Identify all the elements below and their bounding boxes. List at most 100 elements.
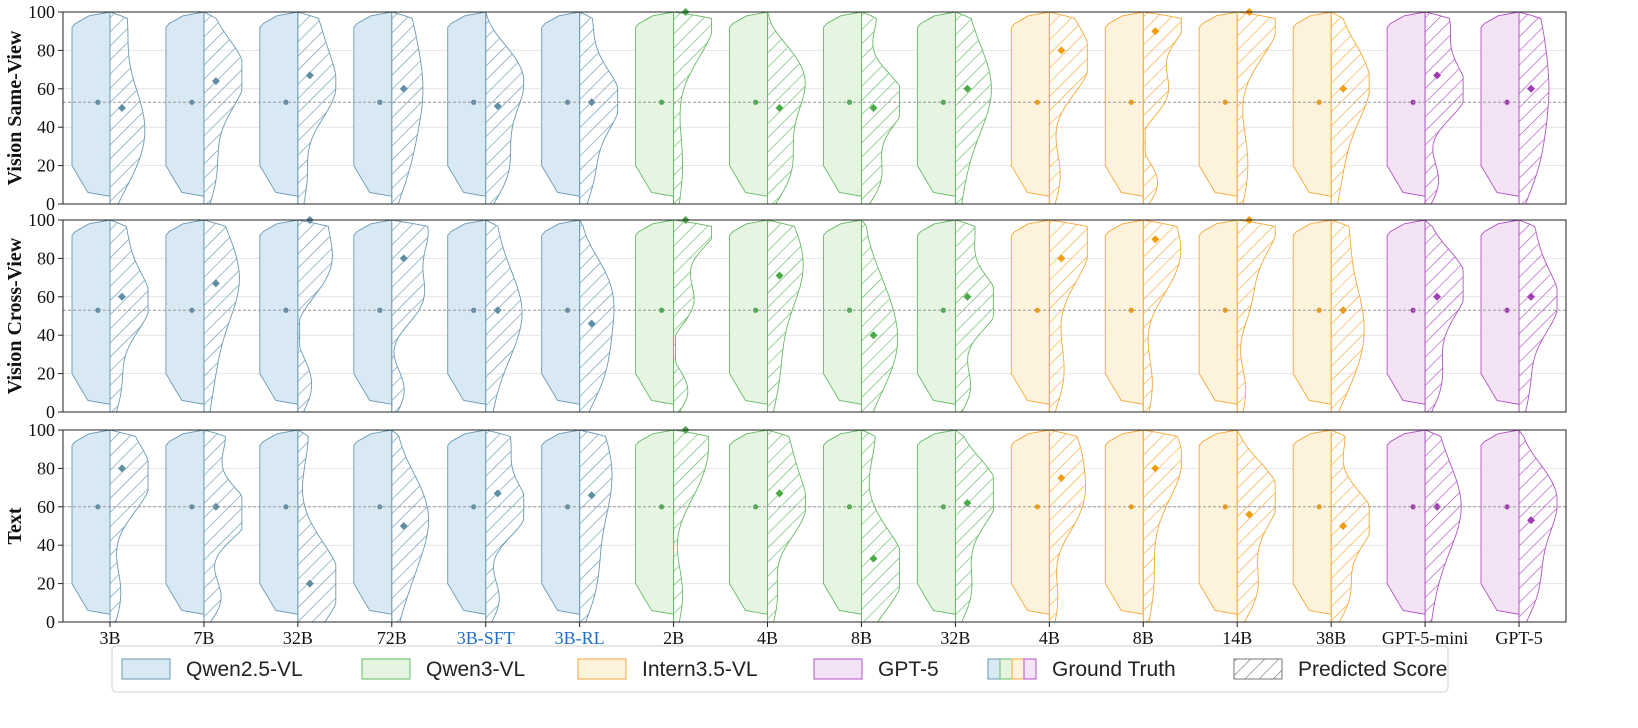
violin-9 — [823, 219, 899, 413]
predicted-violin — [1048, 11, 1088, 205]
y-tick-label: 0 — [46, 612, 55, 632]
y-tick-label: 40 — [37, 325, 55, 345]
predicted-violin — [861, 11, 900, 205]
ground-truth-mean-dot — [1504, 504, 1510, 510]
predicted-mean-marker — [1151, 27, 1160, 36]
x-tick-label: 32B — [283, 628, 313, 648]
predicted-violin — [1142, 219, 1182, 413]
violin-2 — [165, 219, 240, 413]
violin-5 — [447, 429, 525, 623]
ground-truth-violin — [1386, 219, 1426, 413]
y-axis-title: Vision Cross-View — [4, 237, 26, 394]
violin-15 — [1386, 11, 1464, 205]
x-tick-label: 4B — [1039, 628, 1060, 648]
violin-12 — [1104, 219, 1182, 413]
y-tick-label: 80 — [37, 40, 55, 60]
legend: Qwen2.5-VL Qwen3-VL Intern3.5-VL GPT-5 Groun… — [111, 645, 1449, 693]
y-tick-label: 100 — [28, 2, 55, 22]
violin-10 — [916, 11, 992, 205]
predicted-mean-marker — [587, 491, 596, 500]
violin-6 — [541, 11, 619, 205]
predicted-violin — [297, 219, 333, 413]
violin-13 — [1198, 8, 1276, 205]
predicted-violin — [297, 429, 337, 623]
y-tick-label: 40 — [37, 117, 55, 137]
predicted-mean-marker — [775, 489, 784, 498]
panel-frame — [62, 219, 1567, 413]
predicted-violin — [297, 11, 337, 205]
predicted-mean-marker — [1339, 84, 1348, 93]
violin-10 — [916, 429, 994, 623]
predicted-mean-marker — [117, 464, 126, 473]
ground-truth-violin — [165, 429, 205, 623]
violin-1 — [71, 219, 149, 413]
predicted-mean-marker — [1339, 522, 1348, 530]
ground-truth-violin — [259, 219, 299, 413]
legend-swatch — [1011, 658, 1025, 680]
ground-truth-violin — [1480, 11, 1520, 205]
predicted-mean-marker — [305, 579, 314, 588]
predicted-violin — [954, 11, 992, 205]
panel-3: 0 20 40 60 80 100 Text — [4, 420, 1567, 632]
y-axis-title: Text — [4, 507, 26, 544]
violin-15 — [1386, 219, 1464, 413]
legend-item: GPT-5 — [813, 658, 939, 681]
predicted-violin — [861, 429, 900, 623]
predicted-violin — [1424, 11, 1464, 205]
violin-12 — [1104, 429, 1182, 623]
violin-10 — [916, 219, 994, 413]
violin-12 — [1104, 11, 1182, 205]
violin-16 — [1480, 219, 1558, 413]
violin-7 — [635, 8, 713, 205]
predicted-violin — [1518, 219, 1558, 413]
predicted-mean-marker — [869, 554, 878, 563]
ground-truth-violin — [165, 11, 205, 205]
legend-label: GPT-5 — [878, 658, 939, 681]
y-tick-label: 60 — [37, 287, 55, 307]
violin-4 — [353, 429, 430, 623]
legend-item: Qwen3-VL — [361, 658, 525, 681]
predicted-violin — [1142, 429, 1182, 623]
predicted-violin — [767, 429, 806, 623]
predicted-violin — [203, 11, 243, 205]
predicted-mean-marker — [1527, 292, 1536, 301]
ground-truth-violin — [447, 11, 487, 205]
predicted-mean-marker — [869, 104, 878, 112]
ground-truth-violin — [1292, 219, 1332, 413]
ground-truth-violin — [259, 429, 299, 623]
violin-14 — [1292, 219, 1365, 413]
violin-16 — [1480, 429, 1558, 623]
ground-truth-mean-dot — [658, 504, 665, 510]
violin-4 — [353, 11, 424, 205]
violin-3 — [259, 216, 333, 413]
predicted-mean-marker — [963, 84, 972, 93]
violin-7 — [635, 216, 713, 413]
ground-truth-violin — [1386, 11, 1426, 205]
predicted-violin — [391, 429, 430, 623]
y-tick-label: 20 — [37, 574, 55, 594]
x-tick-label: 3B — [99, 628, 120, 648]
violin-11 — [1010, 219, 1088, 413]
ground-truth-mean-dot — [1504, 307, 1510, 313]
predicted-mean-marker — [1151, 464, 1160, 473]
ground-truth-violin — [1104, 219, 1144, 413]
predicted-mean-marker — [775, 271, 784, 280]
ground-truth-violin — [447, 429, 487, 623]
predicted-mean-marker — [1057, 474, 1066, 482]
ground-truth-mean-dot — [565, 307, 571, 313]
ground-truth-mean-dot — [1504, 99, 1510, 105]
ground-truth-mean-dot — [1128, 307, 1134, 313]
violin-8 — [729, 429, 806, 623]
legend-label: Predicted Score — [1298, 658, 1447, 681]
ground-truth-violin — [729, 429, 768, 623]
ground-truth-violin — [1198, 219, 1238, 413]
ground-truth-mean-dot — [658, 99, 665, 105]
y-tick-label: 20 — [37, 156, 55, 176]
predicted-violin — [109, 219, 149, 413]
ground-truth-violin — [823, 429, 862, 623]
ground-truth-violin — [1480, 219, 1520, 413]
predicted-violin — [1424, 429, 1462, 623]
violin-8 — [729, 219, 804, 413]
ground-truth-violin — [71, 11, 111, 205]
